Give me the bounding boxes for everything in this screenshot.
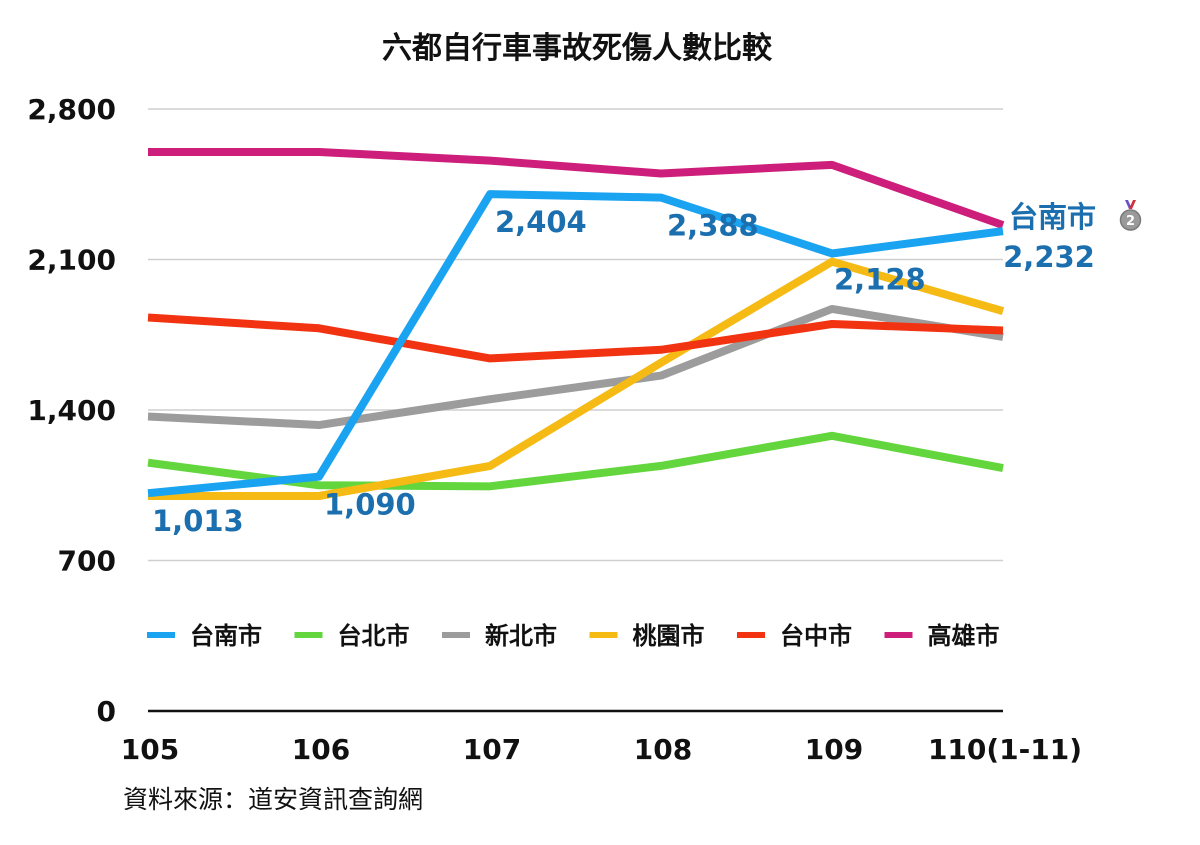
y-tick-label: 1,400 — [27, 394, 116, 427]
legend-label: 桃園市 — [633, 622, 705, 650]
legend-label: 新北市 — [485, 622, 557, 650]
y-tick-label: 2,800 — [27, 93, 116, 126]
medal-badge: 2 — [1126, 214, 1135, 229]
silver-medal-icon: 2 — [1119, 200, 1142, 231]
chart-title: 六都自行車事故死傷人數比較 — [382, 31, 773, 66]
data-labels: 1,013 1,090 2,404 2,388 2,128 2,232 — [152, 205, 1095, 538]
data-label: 1,090 — [324, 488, 416, 522]
legend-label: 台中市 — [780, 622, 852, 650]
series-lines — [147, 148, 1005, 500]
x-tick-label: 105 — [121, 733, 179, 766]
x-tick-label: 108 — [634, 733, 692, 766]
data-label: 2,388 — [667, 209, 759, 243]
legend-label: 台北市 — [338, 622, 410, 650]
source-note: 資料來源：道安資訊查詢網 — [123, 785, 423, 814]
annotation: 台南市 2 — [1009, 200, 1142, 234]
series-line-4 — [148, 257, 1005, 500]
x-tick-label: 109 — [805, 733, 863, 766]
x-tick-label: 110(1-11) — [928, 733, 1082, 766]
y-tick-label: 2,100 — [27, 244, 116, 277]
legend: 台南市 台北市 新北市 桃園市 台中市 高雄市 — [147, 622, 1000, 650]
x-tick-label: 106 — [292, 733, 350, 766]
data-label: 1,013 — [152, 504, 244, 538]
x-axis-ticks: 105 106 107 108 109 110(1-11) — [121, 733, 1082, 766]
annotation-label: 台南市 — [1009, 200, 1096, 234]
y-tick-label: 0 — [97, 695, 116, 728]
legend-label: 台南市 — [190, 622, 262, 650]
y-axis-ticks: 0 700 1,400 2,100 2,800 — [27, 93, 116, 728]
x-tick-label: 107 — [463, 733, 521, 766]
data-label: 2,128 — [834, 262, 926, 296]
data-label: 2,404 — [495, 205, 587, 239]
legend-label: 高雄市 — [928, 622, 1000, 650]
series-line-6 — [148, 148, 1005, 229]
series-line-3 — [147, 304, 1004, 430]
y-tick-label: 700 — [58, 545, 116, 578]
series-line-1 — [147, 190, 1004, 498]
series-line-5 — [147, 313, 1004, 363]
data-label: 2,232 — [1003, 240, 1095, 274]
